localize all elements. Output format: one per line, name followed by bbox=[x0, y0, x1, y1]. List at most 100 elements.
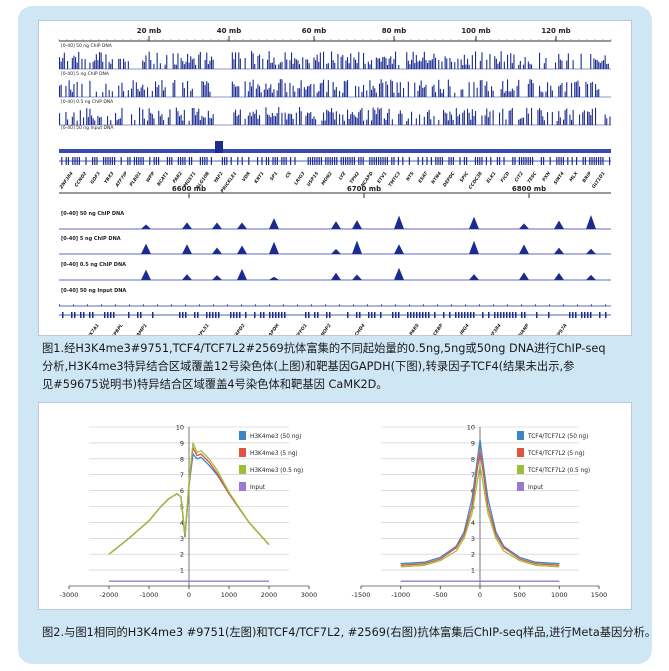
top-track-peak bbox=[371, 60, 373, 69]
bottom-gene-exon bbox=[494, 312, 496, 318]
top-gene-exon bbox=[353, 157, 355, 165]
top-track-peak bbox=[327, 110, 329, 125]
top-track-peak bbox=[307, 112, 309, 125]
bottom-track-peak bbox=[586, 274, 596, 280]
top-track-peak bbox=[366, 119, 368, 125]
top-track-peak bbox=[604, 114, 606, 125]
top-track-peak bbox=[441, 92, 443, 97]
top-track-peak bbox=[411, 111, 413, 125]
top-track-peak bbox=[388, 108, 390, 125]
top-track-peak bbox=[185, 61, 187, 69]
bottom-gene-exon bbox=[392, 312, 394, 318]
top-gene-exon bbox=[514, 157, 516, 165]
bottom-input-noise bbox=[605, 304, 606, 306]
top-track-peak bbox=[375, 92, 377, 97]
top-track-peak bbox=[419, 60, 421, 69]
top-gene-label: PXN bbox=[541, 171, 552, 183]
top-track-peak bbox=[308, 85, 310, 97]
top-track-peak bbox=[583, 110, 585, 125]
top-track-peak bbox=[177, 53, 179, 69]
bottom-gene-exon bbox=[185, 312, 187, 318]
bottom-track-peak bbox=[212, 247, 222, 254]
top-gene-exon bbox=[206, 157, 208, 165]
top-track-peak bbox=[471, 55, 473, 69]
top-track-peak bbox=[414, 62, 416, 69]
top-track-peak bbox=[489, 53, 491, 69]
top-track-peak bbox=[363, 120, 365, 125]
top-gene-exon bbox=[133, 157, 135, 165]
top-gene-exon bbox=[210, 157, 212, 165]
bottom-gene-label: VAMP1 bbox=[134, 323, 149, 335]
top-track-peak bbox=[347, 109, 349, 125]
top-track-peak bbox=[487, 117, 489, 125]
top-track-peak bbox=[489, 111, 491, 125]
top-gene-exon bbox=[261, 157, 263, 165]
bottom-input-noise bbox=[353, 304, 354, 306]
top-track-peak bbox=[380, 79, 382, 97]
top-track-peak bbox=[174, 64, 176, 69]
top-track-peak bbox=[75, 57, 77, 69]
bottom-gene-exon bbox=[524, 312, 526, 318]
top-track-peak bbox=[254, 113, 256, 125]
top-track-peak bbox=[326, 63, 328, 69]
top-track-peak bbox=[142, 84, 144, 97]
top-track-peak bbox=[598, 61, 600, 69]
bottom-gene-exon bbox=[197, 312, 199, 318]
bottom-gene-exon bbox=[230, 312, 232, 318]
top-track-peak bbox=[575, 81, 577, 97]
top-gene-exon bbox=[166, 157, 168, 165]
chart1-legend-swatch bbox=[517, 448, 524, 457]
top-gene-exon bbox=[430, 157, 432, 165]
top-gene-exon bbox=[375, 157, 377, 165]
top-track-peak bbox=[151, 90, 153, 97]
top-track-peak bbox=[211, 56, 213, 69]
top-track-peak bbox=[239, 109, 241, 125]
genome-browser-svg: 20 mb 40 mb 60 mb 80 mb 100 mb 120 mb [0-40] 5… bbox=[58, 27, 612, 343]
top-track-peak bbox=[433, 116, 435, 125]
top-track-peak bbox=[270, 84, 272, 97]
top-track-peak bbox=[281, 61, 283, 69]
top-track-peak bbox=[580, 53, 582, 69]
top-gene-exon bbox=[591, 157, 593, 165]
bottom-gene-exon bbox=[80, 312, 82, 318]
top-track-peak bbox=[315, 60, 317, 69]
top-track-peak bbox=[451, 114, 453, 125]
top-gene-exon bbox=[237, 157, 239, 165]
bottom-input-noise bbox=[563, 304, 564, 306]
top-track-peak bbox=[187, 53, 189, 69]
chart0-ytick-label: 2 bbox=[180, 551, 184, 559]
top-track-peak bbox=[116, 120, 118, 125]
top-track-peak bbox=[523, 64, 525, 69]
top-track-peak bbox=[276, 113, 278, 125]
bottom-gene-exon bbox=[464, 312, 466, 318]
top-track-peak bbox=[286, 119, 288, 125]
top-gene-exon bbox=[450, 157, 452, 165]
bottom-gene-exon bbox=[239, 312, 241, 318]
top-track-peak bbox=[110, 63, 112, 69]
top-gene-exon bbox=[556, 157, 558, 165]
top-gene-exon bbox=[309, 157, 311, 165]
top-track-peak bbox=[463, 54, 465, 69]
top-track-peak bbox=[447, 120, 449, 125]
top-track-peak bbox=[297, 88, 299, 97]
top-track-peak bbox=[441, 61, 443, 69]
top-track-peak bbox=[519, 60, 521, 69]
top-track-peak bbox=[358, 112, 360, 125]
top-track-peak bbox=[479, 80, 481, 97]
top-track-peak bbox=[539, 52, 541, 69]
top-track-peak bbox=[345, 81, 347, 97]
top-gene-exon bbox=[285, 157, 287, 165]
top-track-peak bbox=[579, 86, 581, 97]
top-track-peak bbox=[150, 112, 152, 125]
bottom-track-peak bbox=[586, 248, 596, 254]
top-track-peak bbox=[415, 118, 417, 125]
top-track-peak bbox=[353, 57, 355, 69]
top-track-peak bbox=[164, 64, 166, 69]
bottom-input-noise bbox=[367, 304, 368, 306]
top-track-peak bbox=[399, 82, 401, 97]
top-track-peak bbox=[247, 91, 249, 97]
top-gene-exon bbox=[529, 157, 531, 165]
chart1-legend-swatch bbox=[517, 482, 524, 491]
top-track-peak bbox=[374, 88, 376, 97]
bottom-input-noise bbox=[395, 304, 396, 306]
